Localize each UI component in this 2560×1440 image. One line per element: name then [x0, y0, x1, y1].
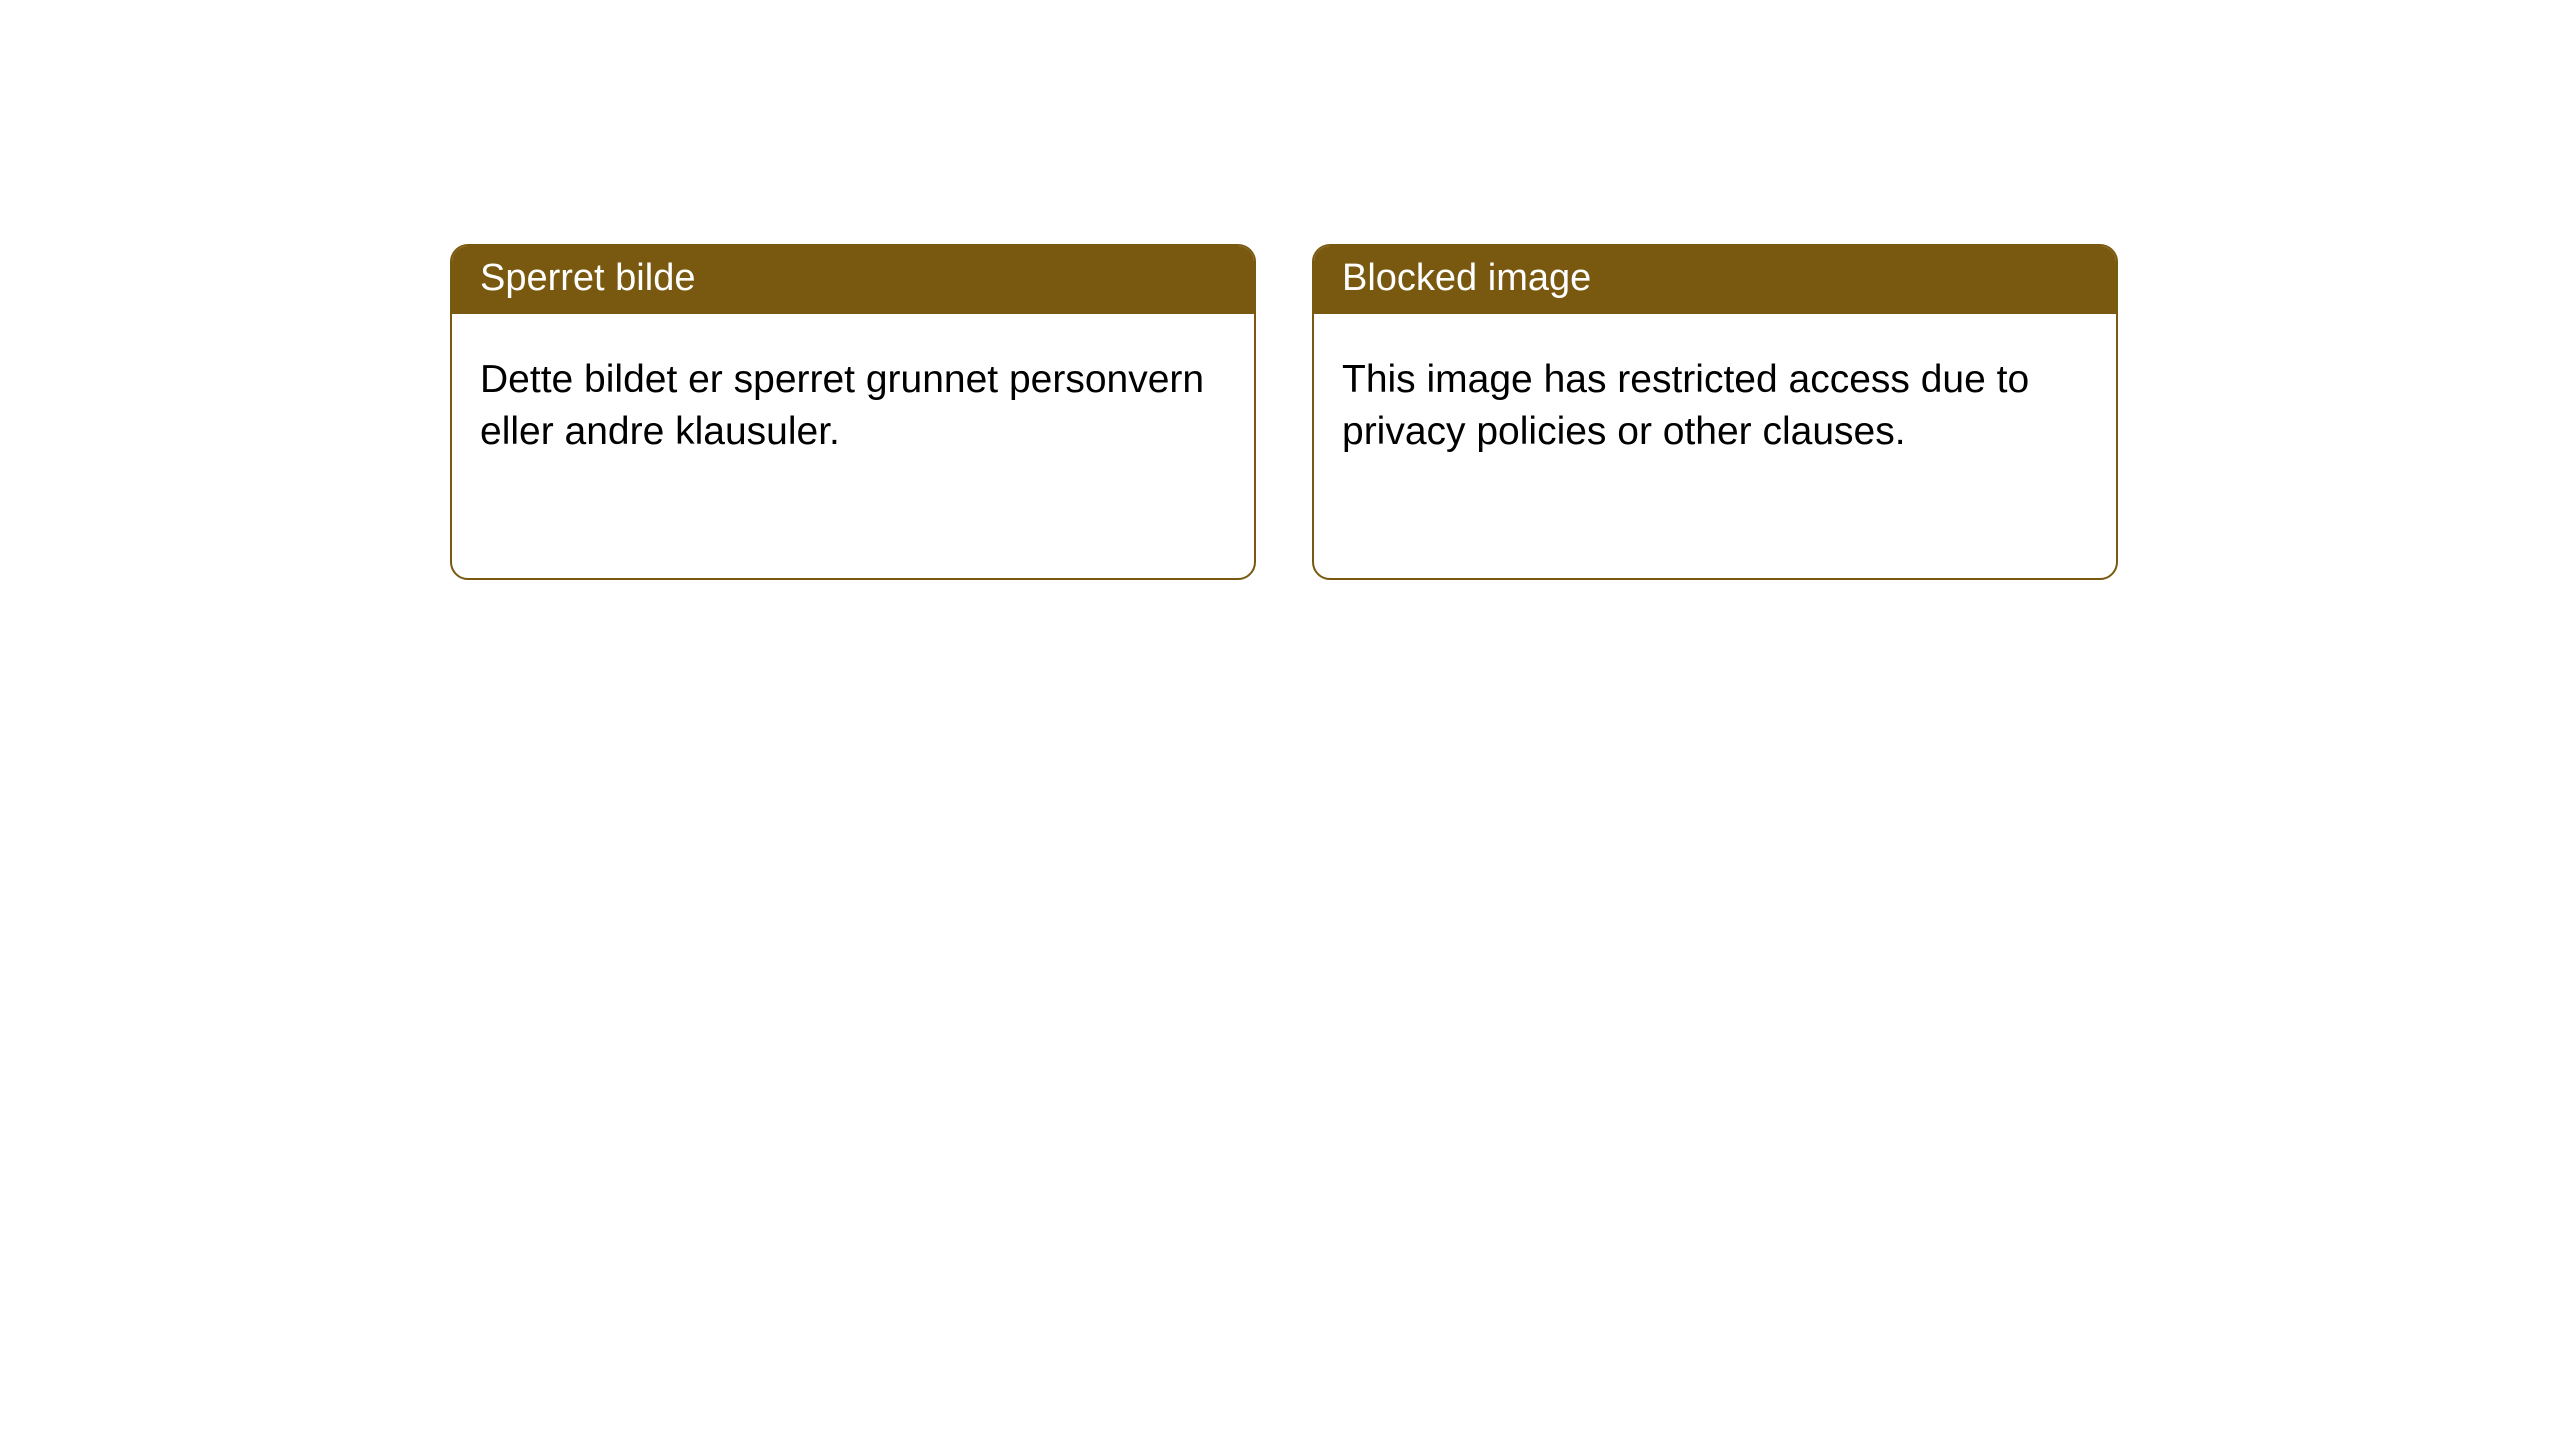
notice-card-english: Blocked image This image has restricted … [1312, 244, 2118, 580]
notice-card-norwegian: Sperret bilde Dette bildet er sperret gr… [450, 244, 1256, 580]
card-header: Sperret bilde [452, 246, 1254, 314]
card-header: Blocked image [1314, 246, 2116, 314]
notice-container: Sperret bilde Dette bildet er sperret gr… [0, 0, 2560, 580]
card-body: This image has restricted access due to … [1314, 314, 2116, 499]
card-body: Dette bildet er sperret grunnet personve… [452, 314, 1254, 499]
